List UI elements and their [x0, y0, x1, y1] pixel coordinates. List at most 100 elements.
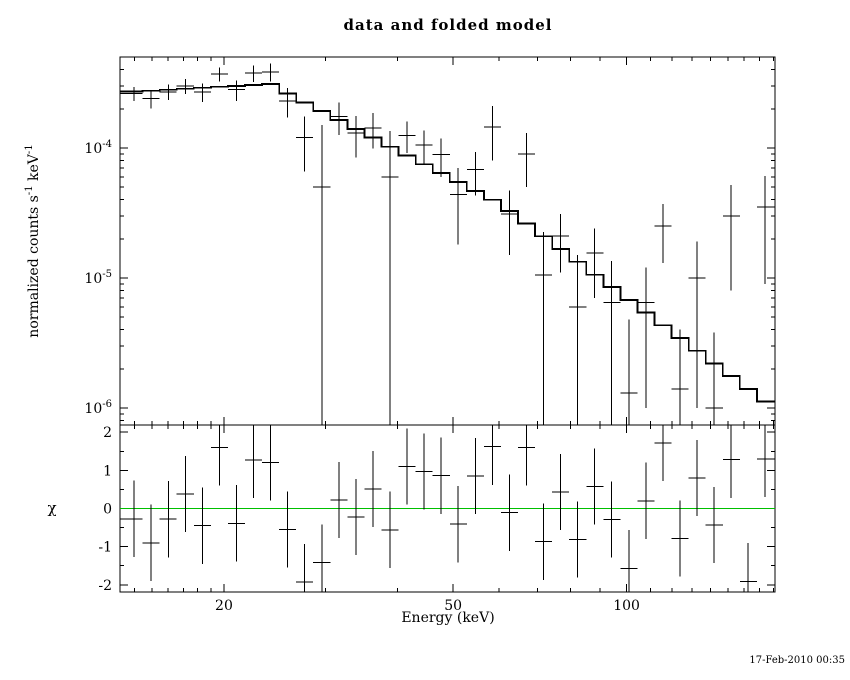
residual-point [415, 433, 433, 510]
data-point [620, 319, 638, 425]
data-point [535, 232, 553, 425]
residual-point [193, 487, 211, 564]
residual-point [722, 425, 740, 498]
data-point [552, 214, 570, 273]
residual-point [586, 448, 604, 525]
residual-point [176, 455, 194, 533]
x-tick-label: 50 [444, 598, 462, 614]
residual-point [518, 425, 536, 486]
y-tick-label: 10-5 [84, 269, 112, 287]
data-point [364, 113, 382, 149]
data-point [296, 116, 314, 172]
data-point [501, 190, 518, 255]
residual-point [120, 480, 143, 557]
residual-point [210, 425, 228, 486]
model-line [120, 83, 775, 403]
data-point [688, 241, 706, 408]
timestamp: 17-Feb-2010 00:35 [749, 655, 845, 666]
residual-point [330, 462, 348, 539]
axis-ticks [120, 57, 775, 592]
chart-layers: 20 50 100 10-4 10-5 10-6 2 1 0 -1 -2 normalized cou… [24, 56, 776, 614]
data-point [245, 65, 262, 83]
data-point [142, 89, 160, 109]
data-point [637, 267, 655, 408]
x-axis-label: Energy (keV) [401, 610, 494, 626]
data-point [449, 168, 467, 245]
data-point [398, 121, 416, 154]
data-point [159, 84, 177, 100]
data-point [227, 80, 245, 102]
chi-axis-label: χ [47, 499, 56, 517]
data-point [210, 67, 228, 82]
residual-point [432, 437, 450, 514]
data-point [193, 83, 211, 102]
data-point [432, 138, 450, 177]
residual-point [483, 425, 501, 485]
data-point [262, 63, 280, 82]
chi-tick-label: 2 [103, 425, 112, 441]
residual-point [347, 478, 365, 555]
data-point [586, 228, 604, 299]
chi-tick-label: 1 [103, 463, 112, 479]
residual-point [688, 439, 706, 517]
residual-point [142, 504, 160, 581]
data-point [330, 102, 348, 135]
residual-point [569, 501, 587, 578]
model-step-line [120, 83, 775, 403]
data-point [120, 86, 143, 102]
data-point [518, 133, 536, 187]
residual-point [739, 543, 757, 592]
x-tick-label: 100 [613, 598, 640, 614]
residual-point [620, 530, 638, 592]
y-tick-label: 10-4 [84, 139, 112, 157]
chi-tick-label: 0 [103, 502, 112, 518]
data-point [705, 332, 723, 425]
chi-tick-label: -1 [98, 540, 112, 556]
data-point [381, 130, 399, 425]
data-point [313, 125, 331, 425]
data-points [120, 63, 775, 425]
panel-border [119, 56, 776, 593]
residual-point [501, 474, 518, 551]
data-point [569, 255, 587, 425]
data-point [603, 261, 621, 425]
plot-frame [119, 56, 776, 593]
residual-point [313, 524, 331, 592]
residual-point [279, 491, 297, 568]
residual-point [654, 425, 672, 481]
data-point [176, 78, 194, 94]
residual-point [671, 500, 689, 577]
y-axis-label: normalized counts s-1 keV-1 [24, 144, 42, 337]
residual-point [398, 428, 416, 505]
residual-point [381, 491, 399, 568]
residual-point [159, 481, 177, 558]
tick-marks [120, 57, 775, 592]
residual-point [449, 486, 467, 563]
data-point [671, 329, 689, 425]
data-point [722, 184, 740, 291]
data-point [756, 175, 775, 284]
data-point [279, 88, 297, 118]
residual-point [637, 462, 655, 539]
residual-point [466, 438, 484, 515]
residual-point [705, 486, 723, 563]
data-point [415, 130, 433, 165]
chi-tick-label: -2 [98, 578, 112, 594]
residual-point [262, 425, 280, 501]
residual-point [552, 454, 570, 531]
residual-point [603, 481, 621, 558]
residual-point [227, 485, 245, 562]
data-point [466, 152, 484, 196]
residual-point [535, 503, 553, 580]
residual-point [296, 544, 314, 592]
residual-points [120, 425, 775, 592]
chart-title: data and folded model [344, 16, 553, 34]
residual-point [364, 450, 382, 528]
residual-point [245, 425, 262, 499]
data-point [347, 116, 365, 158]
data-point [654, 204, 672, 264]
x-tick-label: 20 [215, 598, 233, 614]
tick-labels: 20 50 100 10-4 10-5 10-6 2 1 0 -1 -2 normalized cou… [24, 139, 640, 614]
